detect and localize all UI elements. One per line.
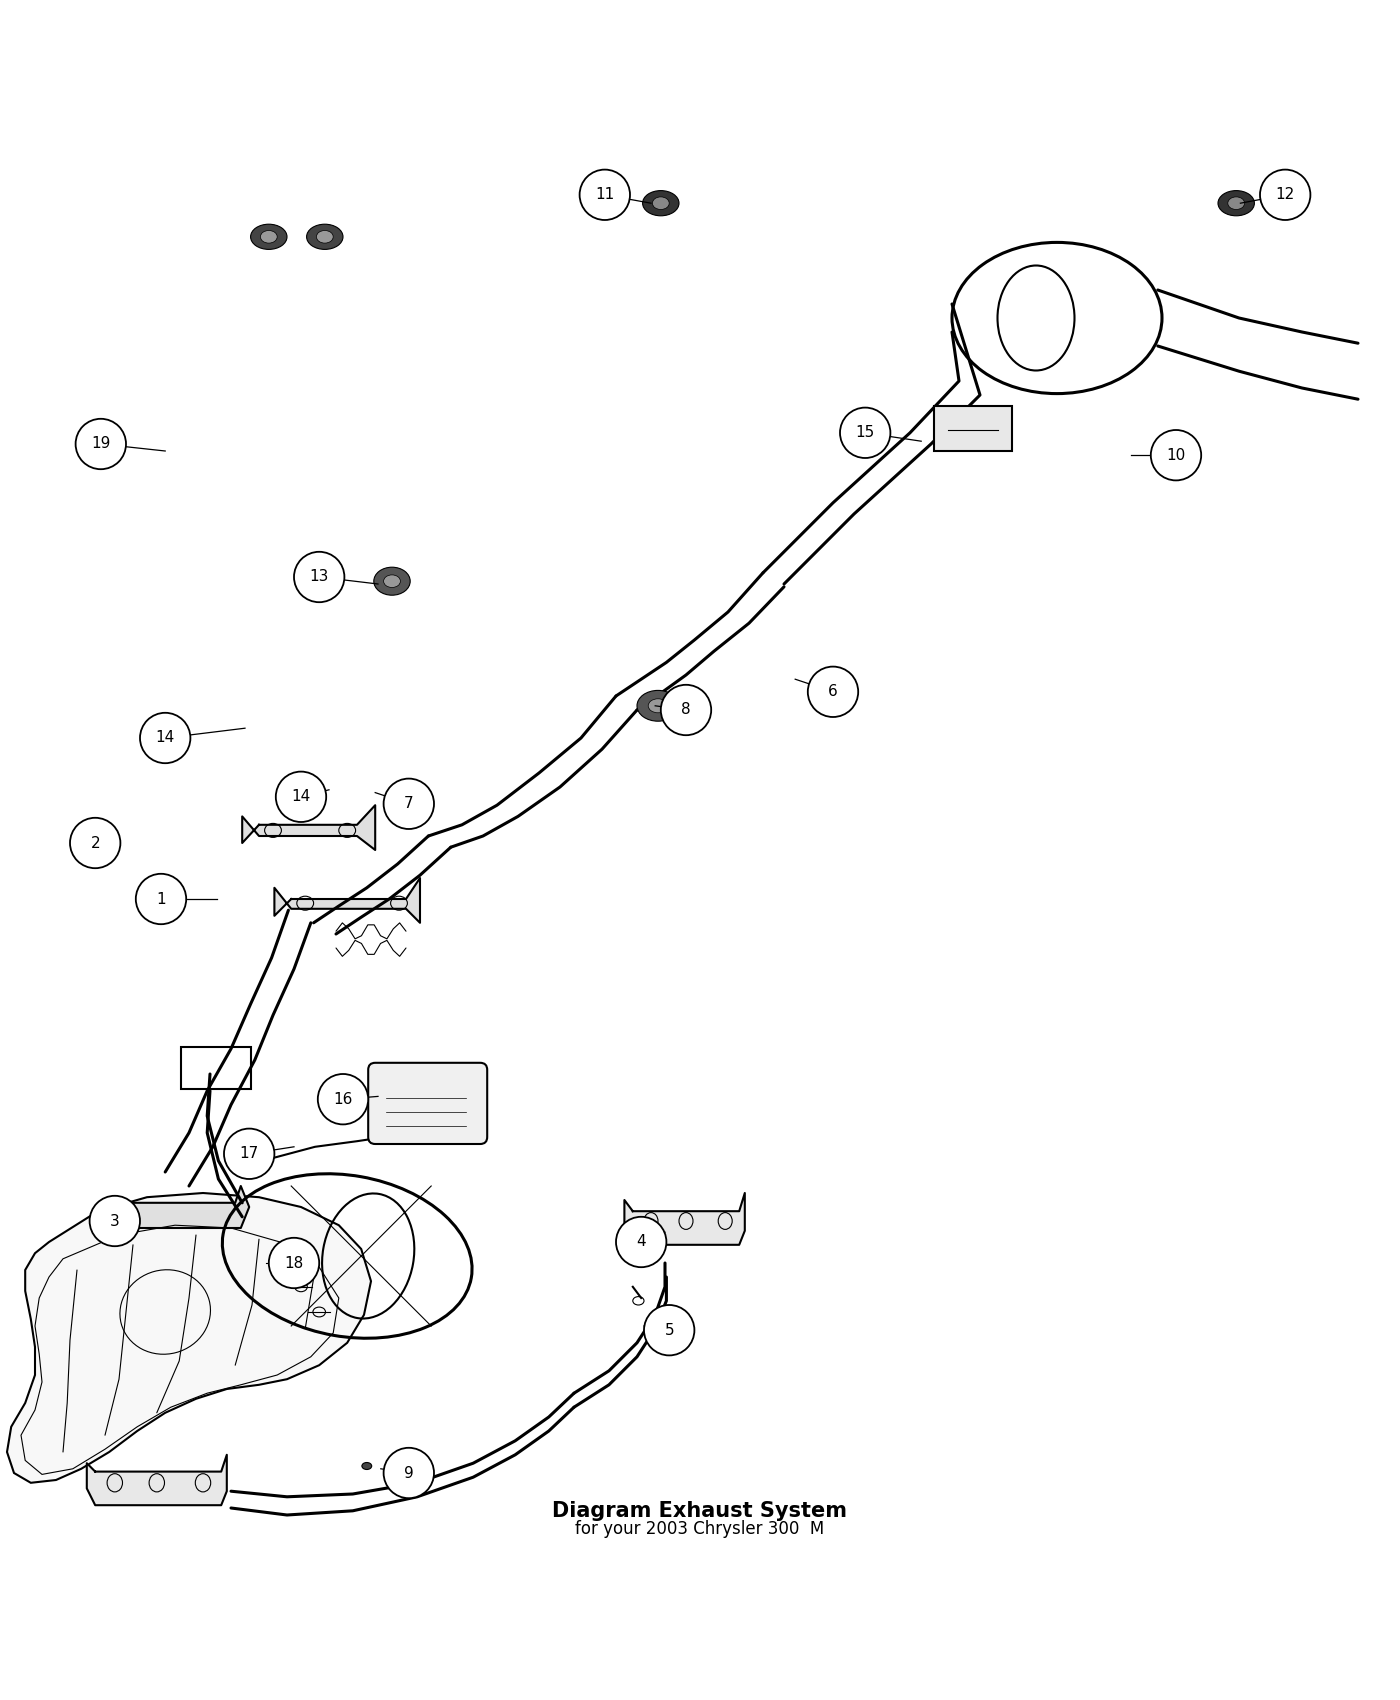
Circle shape [384, 1448, 434, 1498]
Ellipse shape [374, 568, 410, 595]
Ellipse shape [643, 190, 679, 216]
Polygon shape [87, 1455, 227, 1504]
Text: 18: 18 [284, 1256, 304, 1270]
Text: Diagram Exhaust System: Diagram Exhaust System [553, 1501, 847, 1522]
Text: 8: 8 [682, 702, 690, 717]
FancyBboxPatch shape [368, 1062, 487, 1144]
Circle shape [840, 408, 890, 457]
Ellipse shape [652, 197, 669, 209]
Circle shape [661, 685, 711, 734]
Text: 11: 11 [595, 187, 615, 202]
Text: 13: 13 [309, 570, 329, 585]
Text: 3: 3 [111, 1214, 119, 1229]
Text: 14: 14 [155, 731, 175, 746]
Text: 2: 2 [91, 835, 99, 850]
Circle shape [269, 1238, 319, 1289]
Text: 17: 17 [239, 1146, 259, 1161]
Text: 19: 19 [91, 437, 111, 452]
Text: 14: 14 [291, 789, 311, 804]
Circle shape [318, 1074, 368, 1124]
Polygon shape [242, 806, 375, 850]
Text: 7: 7 [405, 796, 413, 811]
Ellipse shape [648, 699, 668, 712]
Circle shape [808, 666, 858, 717]
Ellipse shape [384, 575, 400, 588]
Text: 12: 12 [1275, 187, 1295, 202]
Circle shape [90, 1195, 140, 1246]
Circle shape [644, 1306, 694, 1355]
Ellipse shape [316, 231, 333, 243]
Text: 16: 16 [333, 1091, 353, 1107]
Circle shape [580, 170, 630, 219]
Text: 15: 15 [855, 425, 875, 440]
Text: 9: 9 [405, 1465, 413, 1481]
Text: 5: 5 [665, 1323, 673, 1338]
Ellipse shape [260, 231, 277, 243]
Polygon shape [7, 1193, 371, 1482]
Polygon shape [624, 1193, 745, 1244]
Circle shape [76, 418, 126, 469]
Circle shape [140, 712, 190, 763]
Circle shape [136, 874, 186, 925]
Text: 4: 4 [637, 1234, 645, 1250]
Text: 10: 10 [1166, 447, 1186, 462]
Circle shape [276, 772, 326, 823]
Text: for your 2003 Chrysler 300  M: for your 2003 Chrysler 300 M [575, 1520, 825, 1538]
Circle shape [384, 779, 434, 830]
Ellipse shape [251, 224, 287, 250]
Text: 1: 1 [157, 891, 165, 906]
Polygon shape [274, 877, 420, 923]
Circle shape [616, 1217, 666, 1266]
Ellipse shape [1228, 197, 1245, 209]
Circle shape [1151, 430, 1201, 481]
Polygon shape [118, 1187, 249, 1227]
Circle shape [224, 1129, 274, 1180]
Circle shape [70, 818, 120, 869]
Circle shape [1260, 170, 1310, 219]
Circle shape [294, 552, 344, 602]
Ellipse shape [1218, 190, 1254, 216]
Ellipse shape [637, 690, 679, 721]
Text: 6: 6 [829, 685, 837, 699]
Ellipse shape [361, 1462, 372, 1469]
Ellipse shape [307, 224, 343, 250]
FancyBboxPatch shape [934, 406, 1012, 451]
